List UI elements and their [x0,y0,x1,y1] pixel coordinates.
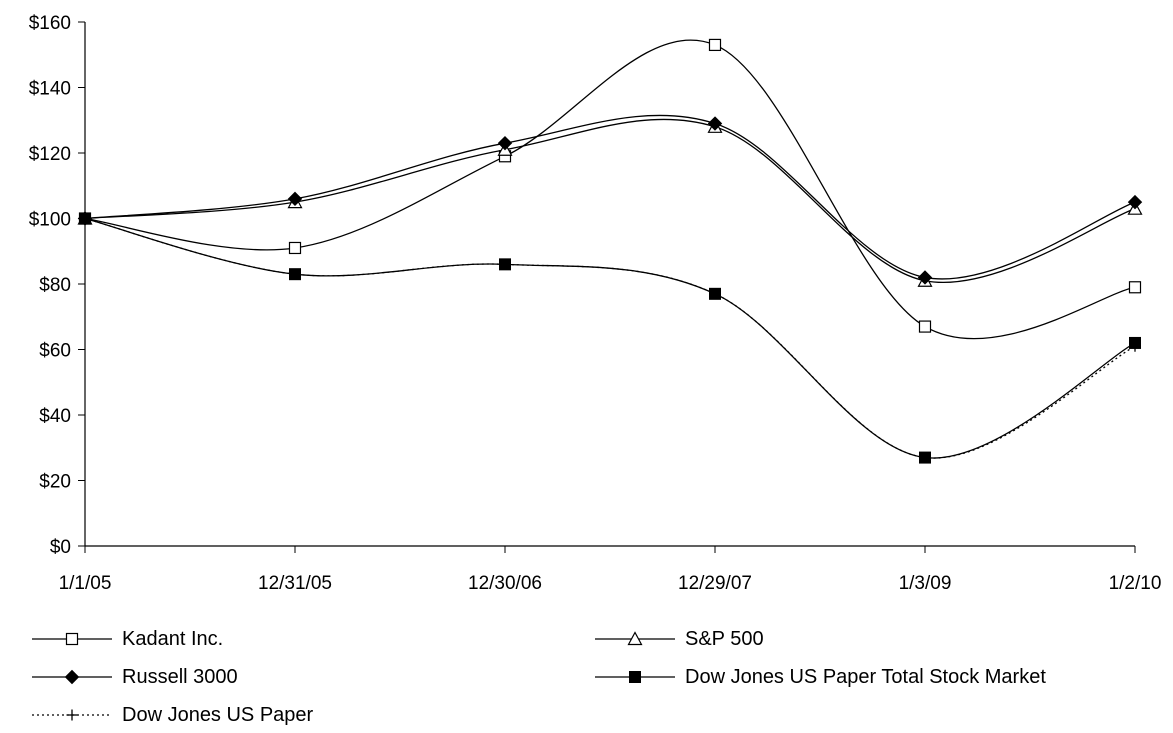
x-tick-label: 1/3/09 [899,573,952,594]
data-point-marker [627,631,643,646]
series-line [84,118,1136,283]
data-point-marker [918,320,932,333]
data-point-marker [79,213,91,224]
series-4 [79,213,1141,464]
legend-label: Dow Jones US Paper [122,704,314,726]
series-line [84,114,1136,280]
chart-axes: $0 $20 $40 $60 $80 $100 $120 $140 $160 1/1/05 12/3… [29,13,1162,594]
y-tick-label: $40 [39,406,71,427]
legend-item: Dow Jones US Paper Total Stock Market [595,666,1046,688]
chart-legend: Kadant Inc. S&P 500 Russell 3000 Dow Jones … [32,628,1046,726]
y-tick-label: $120 [29,144,71,165]
x-tick-label: 12/29/07 [678,573,752,594]
data-point-marker [917,270,933,285]
chart-series [77,38,1143,464]
series-0 [78,38,1142,340]
series-line [84,39,1136,340]
data-point-marker [289,268,301,280]
legend-label: S&P 500 [685,628,764,650]
y-tick-label: $100 [29,210,71,231]
data-point-marker [1128,281,1142,294]
data-point-marker [708,38,722,52]
legend-label: Russell 3000 [122,666,238,688]
x-tick-label: 12/31/05 [258,573,332,594]
y-tick-label: $60 [39,341,71,362]
y-tick-label: $140 [29,79,71,100]
legend-label: Dow Jones US Paper Total Stock Market [685,666,1046,688]
y-tick-label: $80 [39,275,71,296]
data-point-marker [288,241,302,255]
legend-item: S&P 500 [595,628,764,650]
y-tick-label: $160 [29,13,71,34]
series-line [84,217,1136,459]
series-2 [77,114,1143,285]
legend-label: Kadant Inc. [122,628,223,650]
data-point-marker [1127,194,1143,210]
legend-item: Dow Jones US Paper [32,704,314,726]
data-point-marker [497,135,513,151]
data-point-marker [1129,340,1141,352]
x-tick-label: 1/1/05 [59,573,112,594]
data-point-marker [287,191,303,207]
data-point-marker [707,116,723,131]
series-1 [77,118,1143,287]
data-point-marker [499,258,511,270]
x-tick-label: 1/2/10 [1109,573,1162,594]
data-point-marker [629,671,641,683]
data-point-marker [709,288,721,300]
data-point-marker [65,632,79,646]
data-point-marker [66,709,78,721]
legend-item: Kadant Inc. [32,628,223,650]
data-point-marker [919,452,931,464]
data-point-marker [64,669,80,685]
y-tick-label: $20 [39,472,71,493]
y-tick-label: $0 [50,537,71,558]
legend-item: Russell 3000 [32,666,238,688]
x-tick-label: 12/30/06 [468,573,542,594]
